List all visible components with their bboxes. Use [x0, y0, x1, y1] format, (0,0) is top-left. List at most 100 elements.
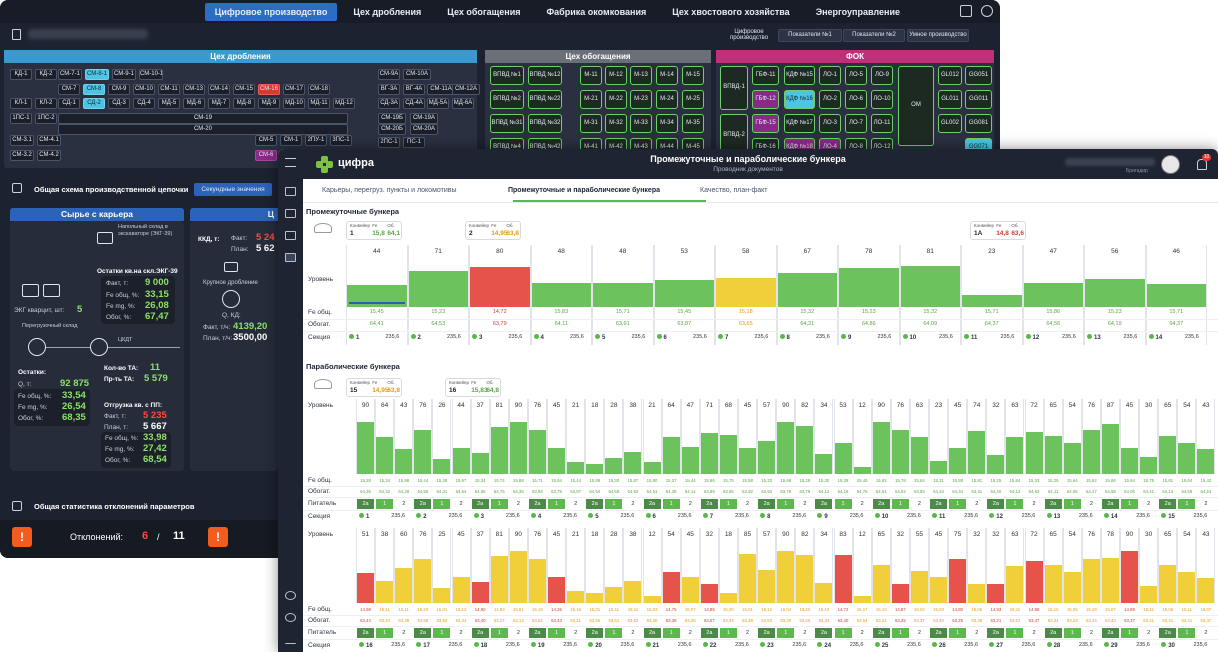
nav-digital-production[interactable]: Цифровое производство — [204, 2, 338, 21]
feeder-cell[interactable]: 2а — [357, 628, 375, 638]
fok-cell[interactable]: ГБФ-12 — [752, 90, 779, 109]
crush-cell-right[interactable]: СМ-20Б — [378, 124, 406, 135]
feeder-cell[interactable]: 1 — [949, 628, 967, 638]
fok-cell[interactable]: ЛО-3 — [819, 114, 841, 133]
crush-cell[interactable]: МД-7 — [208, 98, 230, 109]
feeder-cell[interactable]: 1 — [433, 499, 451, 509]
enrich-cell[interactable]: М-14 — [656, 66, 678, 85]
feeder-cell[interactable]: 1 — [777, 499, 795, 509]
fok-cell[interactable]: ВПВД-1 — [720, 66, 748, 110]
crush-cell[interactable]: СМ-13 — [183, 84, 205, 95]
feeder-cell[interactable]: 2 — [1204, 630, 1208, 636]
feeder-cell[interactable]: 2 — [1032, 630, 1036, 636]
crush-cell[interactable]: СД-1 — [58, 98, 80, 109]
crush-cell[interactable]: СМ-10 — [133, 84, 155, 95]
feeder-cell[interactable]: 2а — [872, 499, 890, 509]
feeder-cell[interactable]: 2а — [930, 628, 948, 638]
enrich-cell[interactable]: М-15 — [682, 66, 704, 85]
fok-cell[interactable]: КДФ №16 — [784, 90, 815, 109]
enrich-cell[interactable]: М-25 — [682, 90, 704, 109]
crush-cell[interactable]: МД-11 — [308, 98, 330, 109]
feeder-cell[interactable]: 1 — [1178, 499, 1196, 509]
crush-cell[interactable]: МД-12 — [333, 98, 355, 109]
crush-cell[interactable]: СМ-10-1 — [139, 69, 163, 80]
crush-cell[interactable]: 1ПС-2 — [35, 113, 57, 124]
feeder-cell[interactable]: 1 — [1178, 628, 1196, 638]
crush-cell-right[interactable]: СД-3А — [378, 98, 400, 109]
crush-cell-right[interactable]: ПС-1 — [403, 137, 425, 148]
fok-cell[interactable]: ЛО-1 — [819, 66, 841, 85]
feeder-cell[interactable]: 2 — [1147, 501, 1151, 507]
feeder-cell[interactable]: 1 — [376, 499, 394, 509]
fok-cell[interactable]: GG011 — [965, 90, 992, 109]
fok-cell[interactable]: ЛО-6 — [845, 90, 867, 109]
nav-crushing[interactable]: Цех дробления — [353, 6, 422, 17]
feeder-cell[interactable]: 2а — [1159, 499, 1177, 509]
feeder-cell[interactable]: 2 — [1032, 501, 1036, 507]
feeder-cell[interactable]: 2а — [987, 628, 1005, 638]
nav-pelletizing[interactable]: Фабрика окомкования — [546, 6, 647, 17]
fok-cell[interactable]: GL002 — [938, 114, 962, 133]
feeder-cell[interactable]: 1 — [1006, 628, 1024, 638]
feeder-cell[interactable]: 1 — [719, 628, 737, 638]
subnav-digital[interactable]: Цифровое производство — [729, 29, 769, 41]
feeder-cell[interactable]: 1 — [662, 499, 680, 509]
feeder-cell[interactable]: 2 — [746, 630, 750, 636]
crush-cell[interactable]: СМ-20 — [58, 124, 348, 135]
crush-cell[interactable]: СМ-15 — [233, 84, 255, 95]
feeder-cell[interactable]: 1 — [891, 499, 909, 509]
enrich-cell[interactable]: ВПВД №12 — [528, 66, 562, 85]
enrich-cell[interactable]: М-24 — [656, 90, 678, 109]
fok-cell[interactable]: GG081 — [965, 114, 992, 133]
feeder-cell[interactable]: 1 — [490, 499, 508, 509]
feeder-cell[interactable]: 2 — [402, 630, 406, 636]
crush-cell[interactable]: СМ-7-1 — [58, 69, 82, 80]
fok-cell[interactable]: GG051 — [965, 66, 992, 85]
feeder-cell[interactable]: 1 — [662, 628, 680, 638]
feeder-cell[interactable]: 2а — [528, 499, 546, 509]
feeder-cell[interactable]: 2 — [459, 501, 463, 507]
tab-quality[interactable]: Качество, план-факт — [700, 187, 768, 194]
fok-cell[interactable]: ГБФ-11 — [752, 66, 779, 85]
feeder-cell[interactable]: 2 — [631, 501, 635, 507]
fok-cell[interactable]: ЛО-2 — [819, 90, 841, 109]
mail-icon[interactable] — [960, 5, 972, 17]
enrich-cell[interactable]: ВПВД №2 — [490, 90, 524, 109]
crush-cell[interactable]: СМ-4.1 — [37, 135, 61, 146]
crush-cell[interactable]: СМ-5 — [255, 135, 277, 146]
fok-cell[interactable]: ЛО-10 — [871, 90, 893, 109]
feeder-cell[interactable]: 2 — [516, 630, 520, 636]
feeder-cell[interactable]: 2а — [1159, 628, 1177, 638]
nav-enrichment[interactable]: Цех обогащения — [447, 6, 521, 17]
nav-energy[interactable]: Энергоуправление — [815, 6, 900, 17]
crush-cell-right[interactable]: ВГ-3А — [378, 84, 400, 95]
feeder-cell[interactable]: 2а — [414, 628, 432, 638]
enrich-cell[interactable]: М-12 — [605, 66, 627, 85]
feeder-cell[interactable]: 1 — [1006, 499, 1024, 509]
crush-cell[interactable]: КЛ-2 — [35, 98, 57, 109]
crush-cell[interactable]: 2ПУ-1 — [305, 135, 327, 146]
crush-cell[interactable]: СМ-8 — [83, 84, 105, 95]
feeder-cell[interactable]: 1 — [1121, 499, 1139, 509]
feeder-cell[interactable]: 2 — [917, 630, 921, 636]
feeder-cell[interactable]: 1 — [1063, 628, 1081, 638]
crush-cell[interactable]: СМ-19 — [58, 113, 348, 124]
fok-cell[interactable]: ГБФ-15 — [752, 114, 779, 133]
crush-cell[interactable]: МД-5 — [158, 98, 180, 109]
feeder-cell[interactable]: 2а — [1101, 499, 1119, 509]
seconds-values-button[interactable]: Секундные значения — [194, 183, 272, 196]
feeder-cell[interactable]: 2а — [643, 499, 661, 509]
crush-cell-right[interactable]: СМ-10А — [403, 69, 431, 80]
filter-icon[interactable] — [285, 209, 296, 218]
feeder-cell[interactable]: 2а — [930, 499, 948, 509]
crush-cell-right[interactable]: СД-4А — [403, 98, 425, 109]
feeder-cell[interactable]: 1 — [777, 628, 795, 638]
avatar[interactable] — [1161, 155, 1180, 174]
feeder-cell[interactable]: 2 — [688, 630, 692, 636]
menu-icon[interactable] — [285, 158, 296, 167]
crush-cell[interactable]: МД-9 — [258, 98, 280, 109]
feeder-cell[interactable]: 1 — [548, 499, 566, 509]
crush-cell-right[interactable]: МД-6А — [452, 98, 474, 109]
nav-tailings[interactable]: Цех хвостового хозяйства — [672, 6, 790, 17]
feeder-cell[interactable]: 2а — [586, 499, 604, 509]
